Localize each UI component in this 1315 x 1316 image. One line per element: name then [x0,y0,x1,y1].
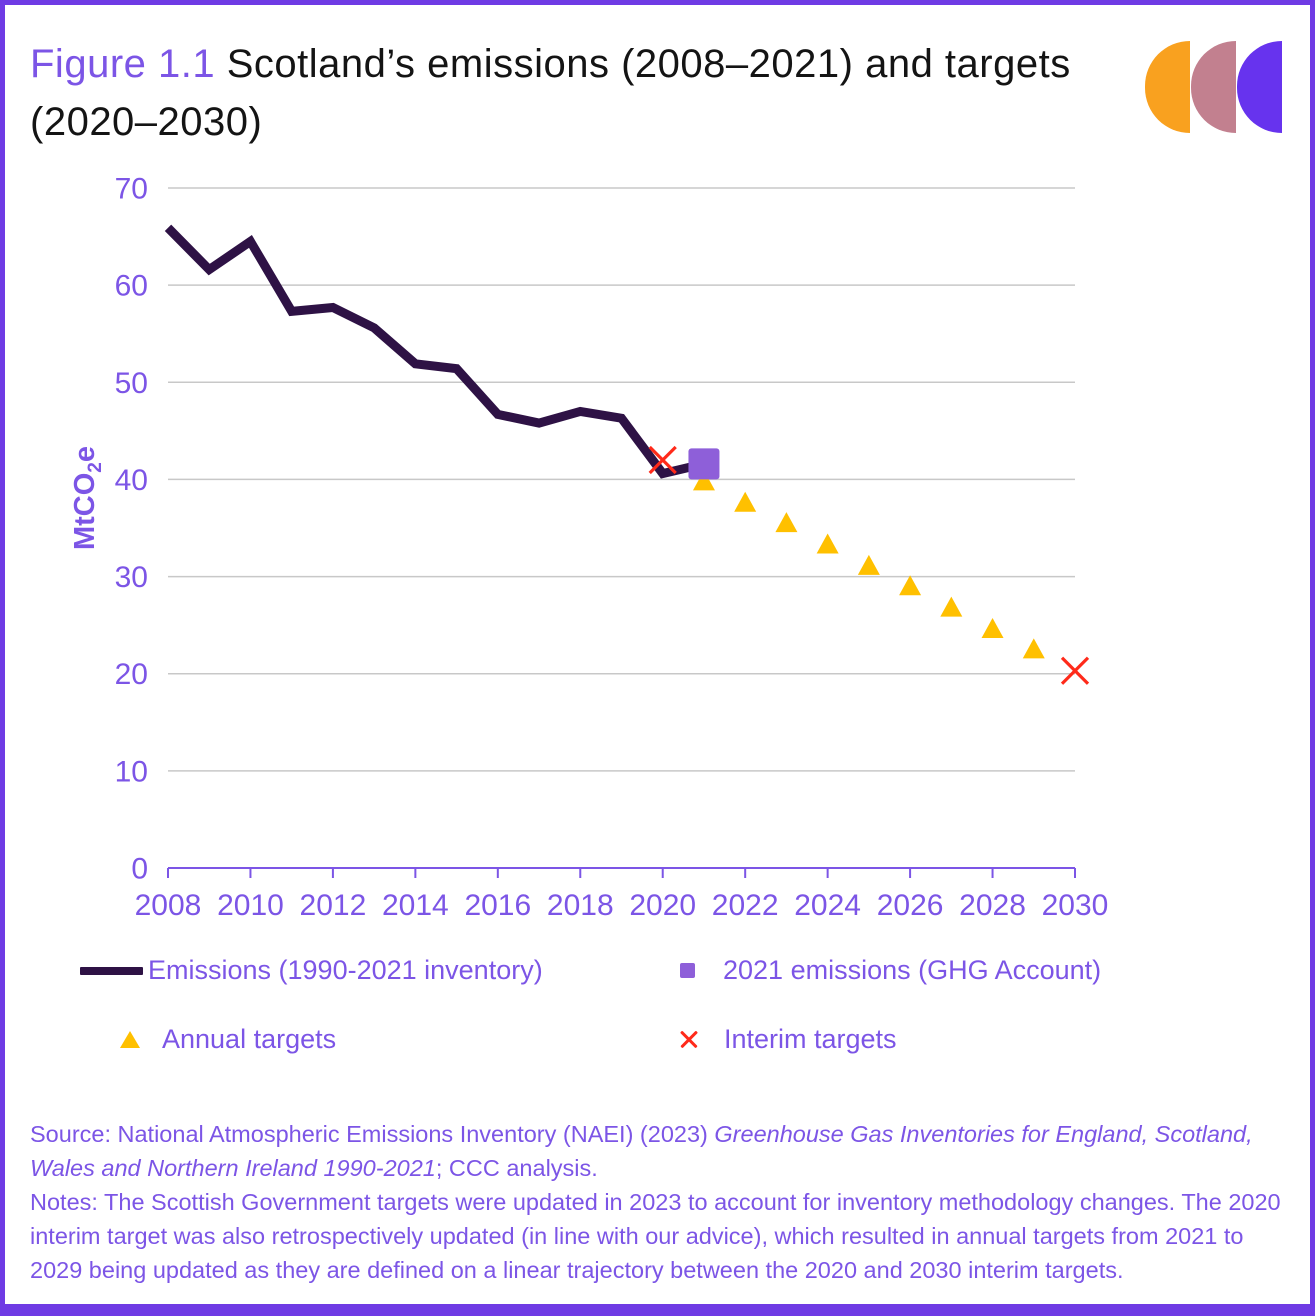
svg-text:2016: 2016 [464,889,531,922]
figure-footer: Source: National Atmospheric Emissions I… [30,1117,1292,1287]
legend-label: Interim targets [724,1024,897,1054]
svg-text:2022: 2022 [712,889,779,922]
triangle-marker-swatch-icon [120,1031,140,1048]
legend-item-emissions: Emissions (1990-2021 inventory) [80,955,680,986]
legend-label: Annual targets [162,1024,337,1054]
svg-text:2010: 2010 [217,889,284,922]
figure-title-text: Scotland’s emissions (2008–2021) and tar… [30,42,1071,144]
legend-item-ghg-account: 2021 emissions (GHG Account) [680,955,1255,986]
ccc-logo [1144,41,1282,133]
svg-text:40: 40 [115,464,148,497]
svg-text:2026: 2026 [877,889,944,922]
svg-text:2020: 2020 [629,889,696,922]
figure-title: Figure 1.1 Scotland’s emissions (2008–20… [30,35,1110,151]
svg-text:60: 60 [115,270,148,303]
x-marker-swatch-icon [680,1030,698,1049]
svg-text:2014: 2014 [382,889,449,922]
square-marker-swatch-icon [680,963,695,978]
legend-item-interim-targets: Interim targets [680,1024,1255,1055]
svg-text:2018: 2018 [547,889,614,922]
legend-label: Emissions (1990-2021 inventory) [148,955,543,985]
emissions-line-swatch-icon [80,966,143,975]
svg-text:2030: 2030 [1042,889,1109,922]
chart-legend: Emissions (1990-2021 inventory) 2021 emi… [80,955,1255,1055]
svg-text:0: 0 [131,853,148,886]
source-text: Source: National Atmospheric Emissions I… [30,1121,1253,1181]
legend-item-annual-targets: Annual targets [80,1024,680,1055]
svg-text:2008: 2008 [135,889,202,922]
svg-text:70: 70 [115,173,148,206]
legend-label: 2021 emissions (GHG Account) [723,955,1102,985]
svg-text:2028: 2028 [959,889,1026,922]
notes-text: Notes: The Scottish Government targets w… [30,1189,1281,1283]
logo-arc-mauve-icon [1191,41,1236,133]
logo-arc-orange-icon [1145,41,1190,133]
svg-text:50: 50 [115,367,148,400]
svg-text:10: 10 [115,755,148,788]
svg-text:2024: 2024 [794,889,861,922]
svg-text:30: 30 [115,561,148,594]
logo-arc-purple-icon [1237,41,1282,133]
svg-text:2012: 2012 [300,889,367,922]
figure-number: Figure 1.1 [30,42,216,86]
source-publication-title: Greenhouse Gas Inventories for England, … [30,1121,1253,1181]
svg-text:20: 20 [115,658,148,691]
